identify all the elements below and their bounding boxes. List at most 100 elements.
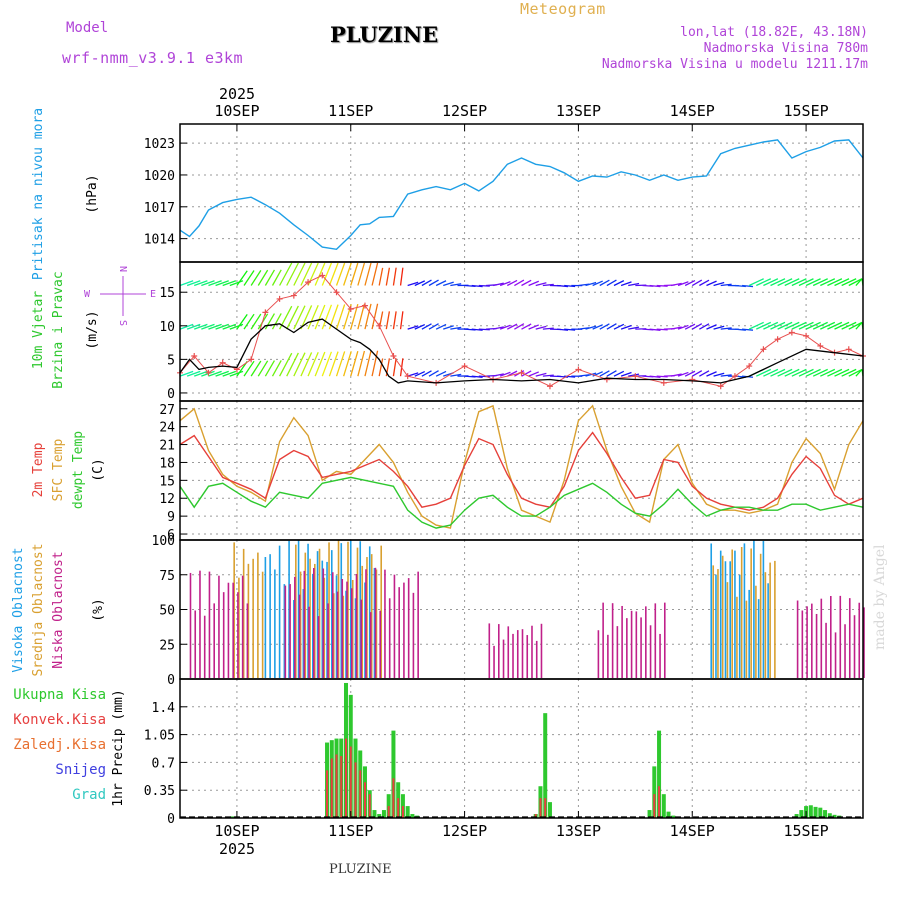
elevation-label: Nadmorska Visina 780m xyxy=(703,41,868,56)
wind-arrow xyxy=(250,360,262,377)
wind-arrow xyxy=(371,303,379,330)
wind-arrow xyxy=(321,351,333,377)
total-precip-bar xyxy=(230,816,235,818)
temp-label-dew: dewpt Temp xyxy=(71,431,86,509)
total-precip-bar xyxy=(543,713,548,818)
wind-arrow xyxy=(585,281,597,287)
wind-arrow xyxy=(741,328,754,331)
wind-arrow xyxy=(521,323,532,330)
conv-precip-bar xyxy=(345,738,348,818)
temp-label-sfc: SFC Temp xyxy=(51,439,66,502)
wind-arrow xyxy=(357,303,366,330)
wind-arrow xyxy=(471,284,483,288)
wind-arrow xyxy=(514,279,525,287)
wind-arrow xyxy=(684,323,696,330)
wind-arrow xyxy=(236,270,248,286)
wind-arrow xyxy=(613,370,625,377)
wind-arrow xyxy=(820,278,836,287)
wind-arrow xyxy=(264,360,275,377)
wind-arrow xyxy=(791,368,807,377)
wind-ylabel-1: 10m Vjetar xyxy=(31,291,46,369)
wind-arrow xyxy=(805,368,821,377)
wind-arrow xyxy=(812,278,828,287)
wind-arrow xyxy=(713,372,725,377)
wind-arrow xyxy=(243,360,255,377)
wind-arrow xyxy=(499,324,511,330)
wind-arrow xyxy=(492,282,504,287)
conv-precip-bar xyxy=(340,756,343,818)
wind-arrow xyxy=(720,283,732,287)
wind-arrow xyxy=(763,368,779,377)
wind-arrow xyxy=(606,279,617,287)
wind-arrow xyxy=(378,267,384,286)
wind-arrow xyxy=(186,280,201,287)
wind-arrow xyxy=(194,323,208,330)
wind-arrow xyxy=(798,368,814,377)
wind-arrow xyxy=(286,305,299,330)
wind-arrow xyxy=(820,321,836,330)
wind-arrow xyxy=(756,321,772,330)
wind-arrow xyxy=(620,371,632,377)
wind-arrow xyxy=(528,371,540,377)
conv-precip-bar xyxy=(401,806,404,818)
wind-arrow xyxy=(264,269,275,286)
total-precip-bar xyxy=(666,811,671,818)
wind-arrow xyxy=(763,321,779,330)
wind-arrow xyxy=(293,262,306,286)
wind-arrow xyxy=(827,368,843,377)
total-precip-bar xyxy=(813,806,818,818)
wind-arrow xyxy=(499,371,511,377)
wind-arrow xyxy=(656,328,668,331)
wind-ytick-label: 10 xyxy=(159,320,175,335)
wind-arrow xyxy=(748,278,764,287)
wind-arrow xyxy=(620,281,632,287)
compass-s: S xyxy=(117,320,128,326)
model-name: wrf-nmm_v3.9.1 e3km xyxy=(62,49,244,67)
wind-arrow xyxy=(443,281,454,287)
wind-arrow xyxy=(414,280,426,287)
pressure-ytick-label: 1014 xyxy=(144,233,175,248)
wind-arrow xyxy=(201,323,215,330)
conv-precip-bar xyxy=(349,746,352,818)
wind-arrow xyxy=(428,370,439,377)
wind-arrow xyxy=(599,370,610,377)
wind-arrow xyxy=(350,350,359,377)
day-label-top: 12SEP xyxy=(442,102,487,120)
conv-precip-bar xyxy=(534,814,537,818)
wind-arrow xyxy=(777,321,793,330)
total-precip-bar xyxy=(372,810,377,818)
wind-arrow xyxy=(827,321,843,330)
conv-precip-bar xyxy=(354,762,357,818)
wind-arrow xyxy=(649,375,661,378)
wind-arrow xyxy=(628,326,640,330)
compass-n: N xyxy=(117,266,128,272)
compass-rose: W E N S xyxy=(84,266,156,326)
temp-ytick-label: 15 xyxy=(159,474,175,489)
wind-arrow xyxy=(791,278,807,287)
total-precip-bar xyxy=(832,814,837,818)
cloud-label-low: Niska Oblacnost xyxy=(51,551,66,668)
wind-arrow xyxy=(691,370,703,377)
wind-arrow xyxy=(435,323,447,330)
wind-arrow xyxy=(208,280,222,287)
wind-arrow xyxy=(855,368,863,377)
total-precip-bar xyxy=(657,730,662,818)
cloud-ytick-label: 25 xyxy=(159,638,175,653)
precip-legend-snow: Snijeg xyxy=(55,762,106,778)
total-precip-bar xyxy=(823,810,828,818)
wind-arrow xyxy=(535,325,547,330)
wind-arrow xyxy=(770,321,786,330)
wind-arrow xyxy=(371,350,379,377)
wind-arrow xyxy=(499,280,511,287)
wind-arrow xyxy=(186,370,201,377)
wind-arrow xyxy=(564,328,576,331)
conv-precip-bar xyxy=(658,786,661,818)
wind-arrow xyxy=(613,280,625,287)
location-title: PLUZINE xyxy=(330,22,439,47)
wind-arrow xyxy=(314,304,326,330)
year-label-bottom: 2025 xyxy=(219,840,255,858)
wind-arrow xyxy=(699,323,710,330)
pressure-ytick-label: 1017 xyxy=(144,201,175,216)
